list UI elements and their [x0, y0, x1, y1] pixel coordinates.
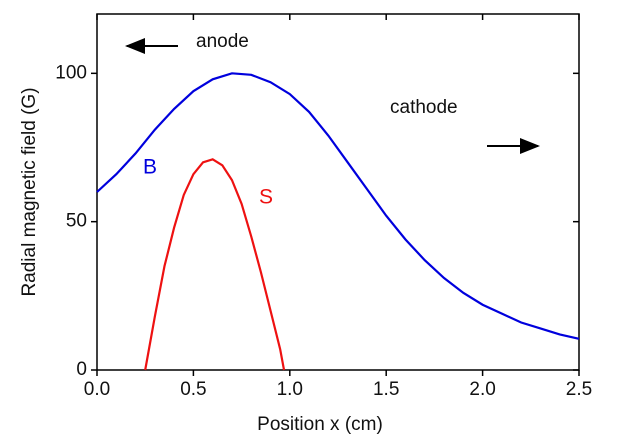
- x-tick-label: 0.0: [84, 379, 110, 400]
- x-tick-label: 1.0: [277, 379, 303, 400]
- x-tick-label: 1.5: [373, 379, 399, 400]
- y-axis-label: Radial magnetic field (G): [19, 87, 40, 296]
- data-line: [96, 72, 580, 340]
- y-tick-label: 50: [66, 211, 87, 232]
- series-label: B: [143, 156, 157, 179]
- x-tick-label: 0.5: [180, 379, 206, 400]
- x-axis-label: Position x (cm): [257, 414, 383, 435]
- data-line: [144, 158, 286, 371]
- y-tick-label: 0: [76, 359, 87, 380]
- x-tick-label: 2.5: [566, 379, 592, 400]
- x-tick-label: 2.0: [469, 379, 495, 400]
- series-label: S: [259, 186, 273, 209]
- annotation: anode: [196, 31, 249, 52]
- annotation: cathode: [390, 97, 458, 118]
- y-tick-label: 100: [55, 62, 87, 83]
